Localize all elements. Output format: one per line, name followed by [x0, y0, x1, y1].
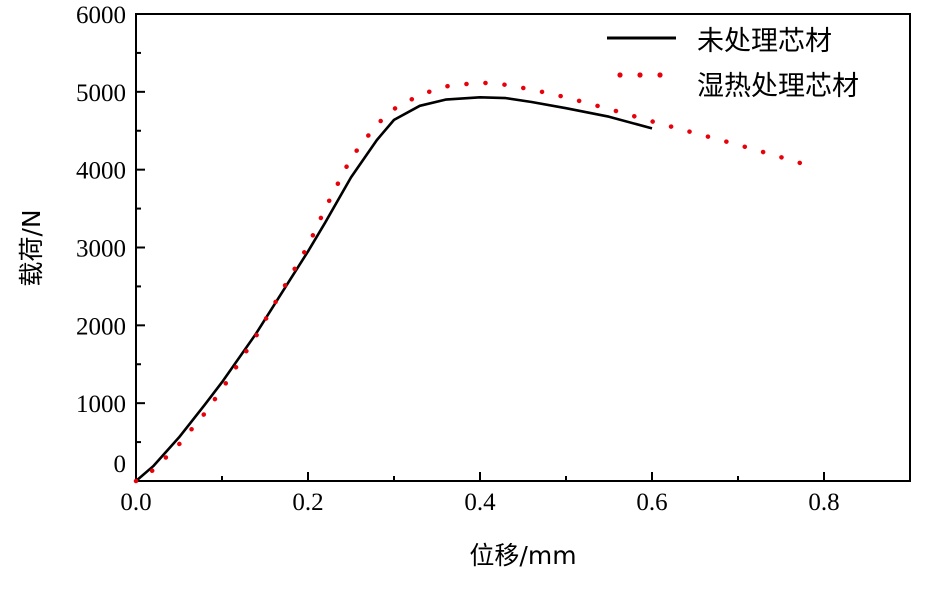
legend: 未处理芯材 湿热处理芯材 — [607, 26, 859, 102]
y-axis-title: 载荷/N — [17, 209, 46, 286]
tick-marks — [135, 13, 911, 482]
x-tick-label: 0.2 — [292, 489, 323, 516]
y-tick-label: 4000 — [76, 158, 126, 185]
x-axis-title: 位移/mm — [469, 541, 576, 570]
y-tick-label: 6000 — [76, 2, 126, 29]
legend-swatch-hygrothermal — [617, 72, 663, 78]
x-tick-label: 0.0 — [120, 489, 151, 516]
series-layer — [133, 80, 810, 484]
legend-label-hygrothermal: 湿热处理芯材 — [697, 71, 859, 102]
y-tick-label: 5000 — [76, 80, 126, 107]
y-tick-label: 3000 — [76, 236, 126, 263]
x-tick-label: 0.6 — [636, 489, 667, 516]
x-tick-label: 0.8 — [808, 489, 839, 516]
y-tick-label: 1000 — [76, 391, 126, 418]
series-line-hygrothermal — [133, 80, 810, 484]
tick-labels: 0.0 0.2 0.4 0.6 0.8 0 1000 2000 3000 4000 5000 6000 — [76, 2, 840, 516]
x-tick-label: 0.4 — [464, 489, 496, 516]
y-tick-label: 0 — [114, 451, 127, 478]
y-tick-label: 2000 — [76, 313, 126, 340]
series-line-untreated — [135, 96, 653, 482]
legend-label-untreated: 未处理芯材 — [697, 26, 832, 57]
